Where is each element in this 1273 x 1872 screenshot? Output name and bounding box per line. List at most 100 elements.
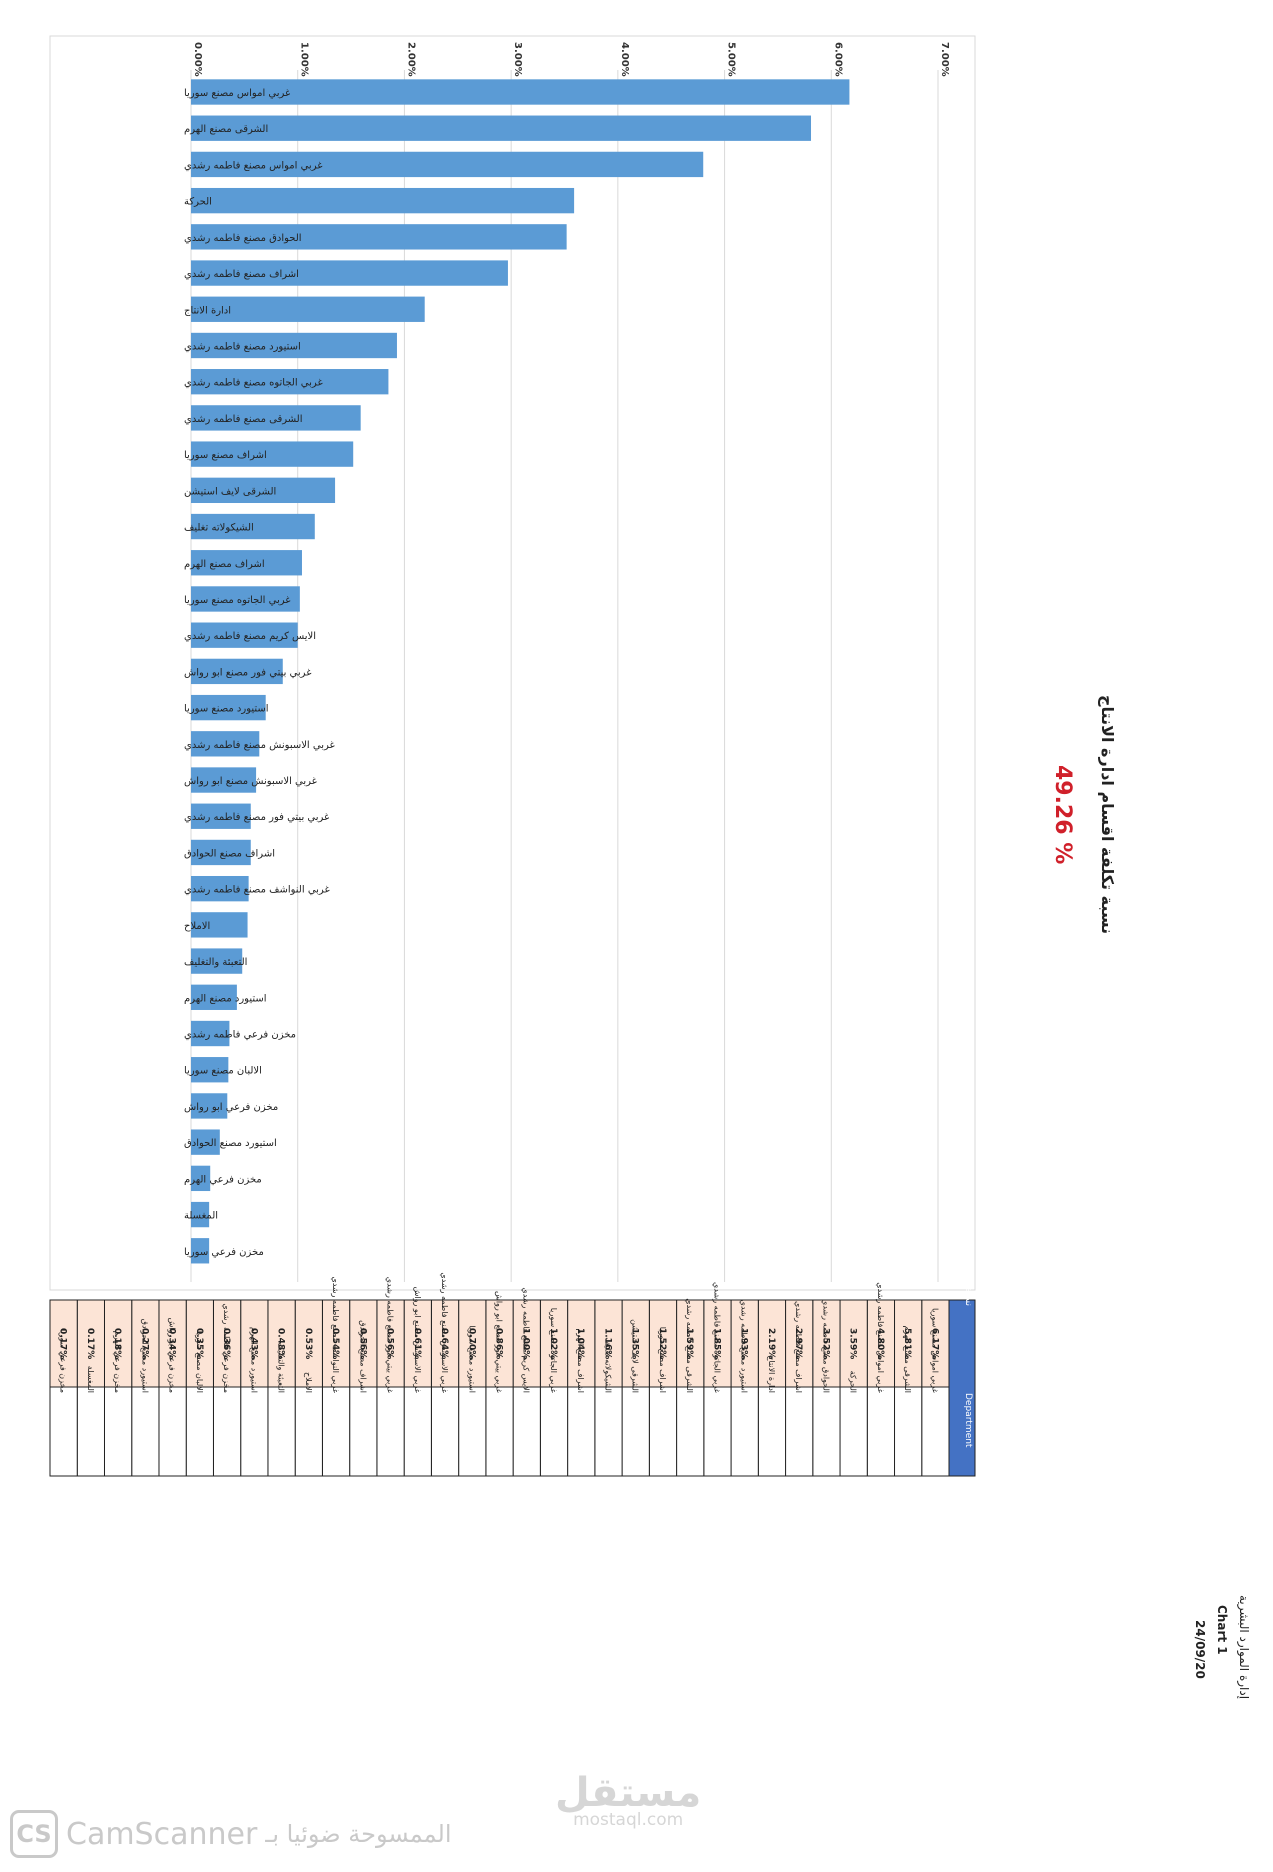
table-department-name: غربي النواشف مصنع فاطمه رشدي	[331, 1276, 340, 1393]
category-label: غربي الاسبونش مصنع ابو رواش	[184, 776, 317, 787]
table-department-name: الشرقى مصنع الهرم	[903, 1326, 912, 1393]
bar	[191, 224, 567, 250]
bar	[191, 187, 575, 214]
table-department-name: الاملاح	[304, 1372, 313, 1393]
bar	[191, 1238, 210, 1264]
table-ratio-value: 0.36%	[221, 1328, 231, 1359]
table-ratio-cell	[812, 1299, 841, 1388]
bar	[191, 1093, 228, 1119]
table-department-cell	[512, 1386, 541, 1477]
bar	[191, 369, 389, 395]
table-ratio-value: 2.19%	[766, 1328, 776, 1359]
table-ratio-value: 2.97%	[793, 1328, 803, 1359]
table-ratio-value: 0.53%	[303, 1328, 313, 1359]
category-label: الشرقى مصنع الهرم	[184, 124, 268, 135]
table-header-ratio: نسبة التكلفة	[963, 1260, 973, 1306]
table-ratio-cell	[76, 1299, 105, 1388]
chart-label: Chart 1	[1215, 1605, 1229, 1655]
table-ratio-value: 1.85%	[711, 1328, 721, 1359]
table-department-name: غربي الجاتوه مصنع سوريا	[549, 1308, 558, 1393]
table-header-cell	[948, 1299, 976, 1477]
chart-total-value: 49.26 %	[1050, 765, 1075, 865]
table-ratio-value: 0.43%	[248, 1328, 258, 1359]
table-department-name: غربي امواس مصنع سوريا	[930, 1308, 939, 1393]
table-ratio-value: 0.61%	[412, 1328, 422, 1359]
category-label: غربي امواس مصنع فاطمه رشدي	[184, 160, 322, 171]
table-department-cell	[648, 1386, 678, 1477]
table-department-cell	[131, 1386, 160, 1477]
table-department-name: استيورد مصنع سوريا	[467, 1325, 476, 1393]
table-department-cell	[894, 1386, 923, 1477]
table-department-name: مخزن فرعي الهرم	[113, 1331, 122, 1393]
table-department-cell	[321, 1386, 351, 1477]
table-ratio-cell	[212, 1299, 242, 1388]
category-label: الحوادق مصنع فاطمه رشدي	[184, 233, 302, 244]
table-department-name: استيورد مصنع الهرم	[249, 1327, 258, 1393]
table-ratio-value: 1.04%	[575, 1328, 585, 1359]
category-label: غربي بيتي فور مصنع ابو رواش	[184, 667, 311, 678]
table-ratio-cell	[539, 1299, 569, 1388]
table-ratio-value: 6.17%	[929, 1328, 939, 1359]
x-tick-label: 6.00%	[832, 42, 843, 77]
table-ratio-cell	[458, 1299, 487, 1388]
category-label: الشيكولاته تغليف	[184, 523, 254, 534]
category-label: الحركة	[184, 197, 212, 208]
category-label: الشرقى مصنع فاطمه رشدي	[184, 414, 303, 425]
camscanner-icon: CS	[10, 1810, 58, 1858]
table-ratio-value: 0.17%	[85, 1328, 95, 1359]
category-label: ادارة الانتاج	[184, 305, 231, 316]
scanner-name: CamScanner	[66, 1816, 258, 1852]
table-ratio-cell	[594, 1299, 623, 1388]
table-ratio-cell	[567, 1299, 596, 1388]
table-department-name: غربي بيتي فور مصنع فاطمه رشدي	[386, 1277, 395, 1393]
x-tick-label: 1.00%	[299, 42, 310, 77]
table-department-name: غربي بيتي فور مصنع ابو رواش	[495, 1291, 504, 1393]
table-department-name: مخزن فرعي سوريا	[59, 1329, 68, 1393]
category-label: مخزن فرعي سوريا	[184, 1247, 264, 1258]
table-department-name: مخزن فرعي فاطمه رشدي	[222, 1303, 231, 1393]
bar	[191, 839, 251, 866]
table-ratio-value: 1.35%	[630, 1328, 640, 1359]
category-label: اشراف مصنع الحوادق	[184, 848, 275, 859]
bar	[191, 622, 298, 648]
table-ratio-value: 1.93%	[739, 1328, 749, 1359]
table-department-name: الشيكولاته تغليف	[603, 1337, 612, 1393]
x-tick-label: 7.00%	[939, 42, 950, 77]
table-department-cell	[539, 1386, 569, 1477]
table-department-cell	[730, 1386, 759, 1477]
bar	[191, 912, 248, 938]
bar	[191, 477, 336, 504]
table-ratio-value: 0.56%	[385, 1328, 395, 1359]
category-label: استيورد مصنع الحوادق	[184, 1138, 277, 1149]
table-ratio-value: 5.81%	[902, 1328, 912, 1359]
table-ratio-cell	[430, 1299, 460, 1388]
bar	[191, 803, 251, 829]
table-department-cell	[567, 1386, 596, 1477]
category-label: استيورد مصنع فاطمه رشدي	[184, 341, 301, 352]
table-department-name: ادارة الانتاج	[767, 1355, 776, 1393]
table-ratio-value: 0.54%	[330, 1328, 340, 1359]
bar	[191, 513, 315, 540]
table-department-cell	[839, 1386, 868, 1477]
table-department-name: استيورد مصنع فاطمه رشدي	[740, 1300, 749, 1393]
x-tick-label: 0.00%	[192, 42, 203, 77]
category-label: الالبان مصنع سوريا	[184, 1066, 262, 1077]
table-ratio-cell	[103, 1299, 133, 1388]
x-tick-label: 5.00%	[726, 42, 737, 77]
table-department-name: التعبئة والتغليف	[277, 1342, 286, 1393]
category-label: مخزن فرعي الهرم	[184, 1174, 262, 1185]
table-department-name: غربي الجاتوه مصنع فاطمه رشدي	[712, 1282, 721, 1393]
table-department-name: الحوادق مصنع فاطمه رشدي	[821, 1299, 830, 1393]
category-label: مخزن فرعي فاطمه رشدي	[184, 1030, 296, 1041]
bar	[191, 405, 361, 431]
bar	[191, 441, 354, 467]
table-department-cell	[785, 1386, 814, 1477]
report-date: 24/09/20	[1193, 1620, 1207, 1679]
table-header-department: Department	[963, 1393, 973, 1448]
table-ratio-cell	[131, 1299, 160, 1388]
table-ratio-value: 0.27%	[139, 1328, 149, 1359]
x-tick-label: 4.00%	[619, 42, 630, 77]
watermark: مستقل mostaql.com	[555, 1770, 701, 1830]
